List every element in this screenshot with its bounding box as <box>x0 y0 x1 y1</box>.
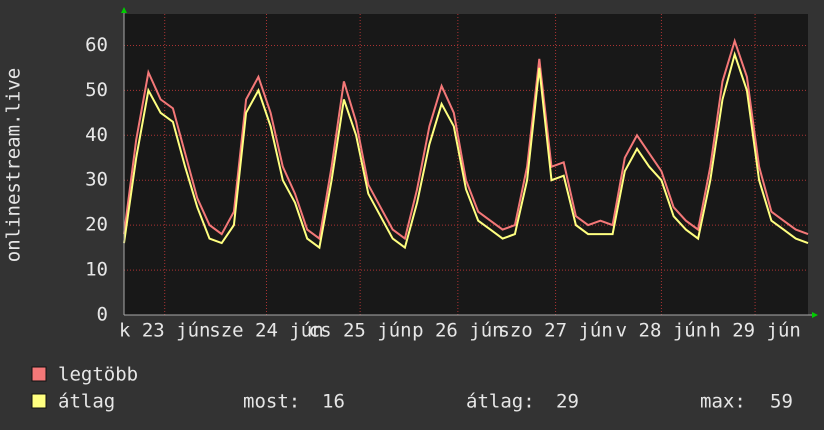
stat-label: max: <box>700 391 746 413</box>
y-tick-label: 50 <box>85 79 108 101</box>
x-tick-label: h 29 jún <box>709 320 801 342</box>
plot-area <box>124 14 808 315</box>
stat-label: átlag: <box>466 391 535 413</box>
x-tick-label: sze 24 jún <box>209 320 323 342</box>
plot <box>123 14 809 316</box>
y-tick-label: 10 <box>85 259 108 281</box>
x-tick-label: v 28 jún <box>616 320 708 342</box>
x-tick-label: p 26 jún <box>412 320 504 342</box>
legend-swatch <box>31 366 47 382</box>
stat-value: 59 <box>770 391 793 413</box>
x-tick-label: k 23 jún <box>119 320 211 342</box>
stat-label: most: <box>243 391 300 413</box>
series-line <box>123 37 809 241</box>
stat-value: 16 <box>322 391 345 413</box>
legend-label: átlag <box>58 391 115 413</box>
y-tick-label: 30 <box>85 169 108 191</box>
x-tick-label: cs 25 jún <box>309 320 412 342</box>
y-axis-label: onlinestream.live <box>3 68 25 262</box>
x-tick-label: szo 27 jún <box>498 320 612 342</box>
series-line <box>123 50 809 250</box>
y-tick-label: 40 <box>85 124 108 146</box>
legend-swatch <box>31 393 47 409</box>
y-tick-label: 60 <box>85 34 108 56</box>
y-tick-label: 20 <box>85 214 108 236</box>
y-arrow <box>121 7 127 13</box>
x-arrow <box>812 312 818 318</box>
stat-value: 29 <box>556 391 579 413</box>
y-tick-label: 0 <box>97 304 108 326</box>
legend-label: legtöbb <box>58 364 138 386</box>
